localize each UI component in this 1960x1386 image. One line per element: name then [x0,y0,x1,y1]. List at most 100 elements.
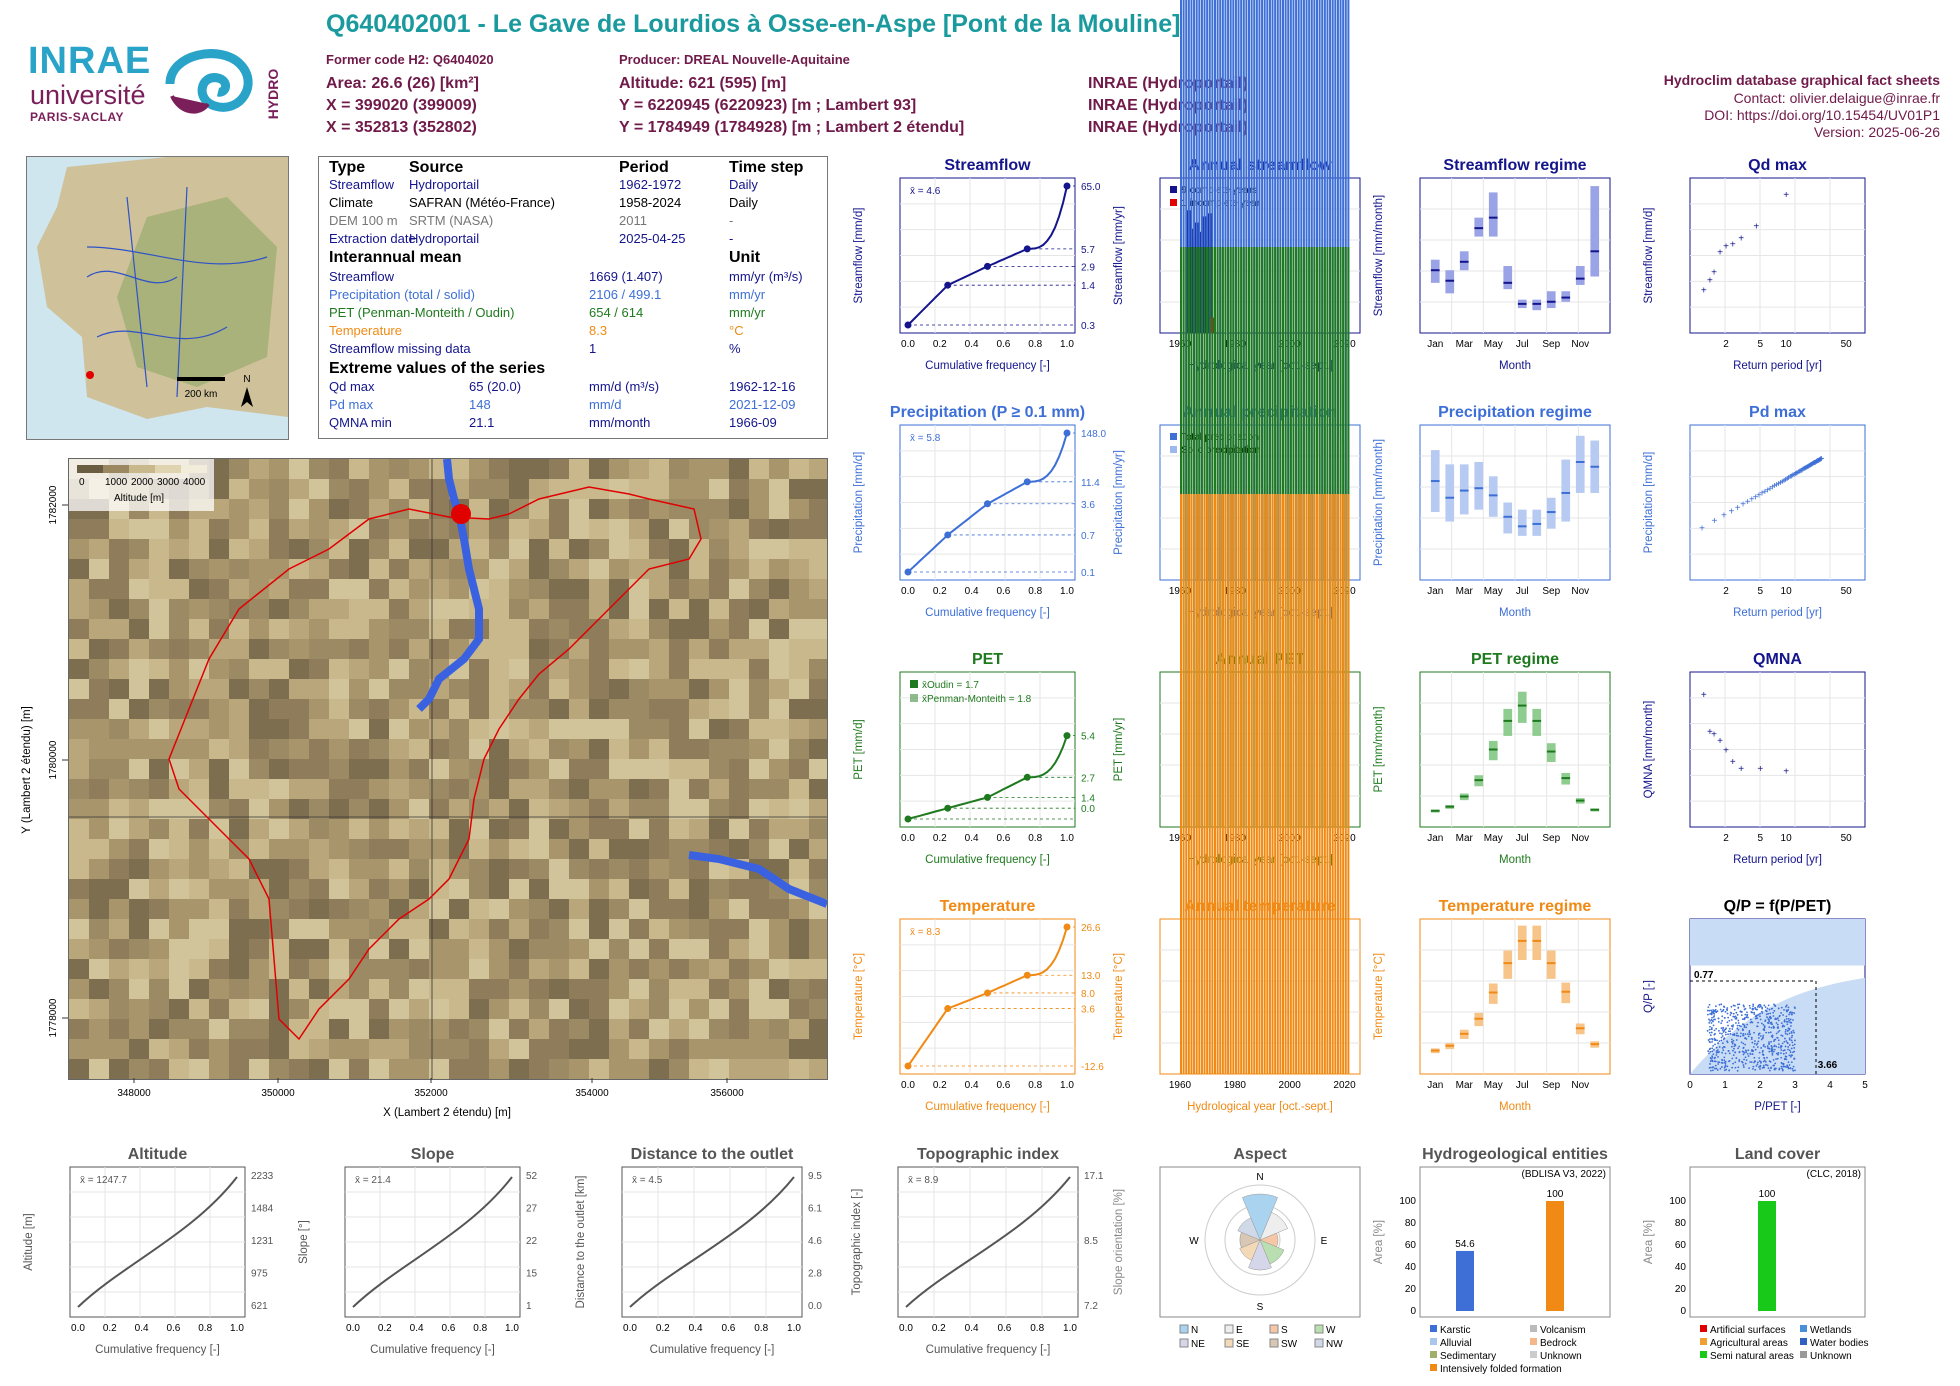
qmna-point: + [1738,764,1744,775]
annual_temp-xlabel: Hydrological year [oct.-sept.] [1187,1101,1333,1113]
qmna-ylabel: QMNA [mm/month] [1643,701,1655,799]
terrain-cell [209,719,229,739]
qp-point [1788,1054,1791,1057]
pet_regime-xlabel: Month [1499,854,1531,866]
annual_temp-bar [1331,494,1334,1074]
precip_cdf-point [1063,429,1071,437]
qp-point [1709,1034,1712,1037]
qp-point [1720,1027,1723,1030]
mean-label: x̄ = 4.6 [910,186,941,197]
right-tick-label: 0.1 [1081,568,1095,579]
qp-point [1775,1045,1778,1048]
x-tick-label: 50 [1841,586,1853,597]
annual_temp-bar [1195,494,1198,1074]
streamflow_cdf-point [1023,245,1031,253]
terrain-cell [149,619,169,639]
x-tick-label: 0.6 [996,833,1010,844]
month-label: May [1484,1080,1503,1091]
temp_cdf-point [1023,971,1031,979]
terrain-cell [689,559,709,579]
x-tick-label: 1980 [1224,1080,1247,1091]
terrain-cell [229,559,249,579]
qp-point [1744,1036,1747,1039]
pet_cdf-point [1063,732,1071,740]
means-row-cell: PET (Penman-Monteith / Oudin) [329,305,515,320]
temp_cdf-xlabel: Cumulative frequency [-] [925,1101,1050,1113]
qp-point [1714,1043,1716,1046]
qp-point [1788,1032,1791,1035]
qp-point [1777,1052,1780,1054]
terrain-cell [569,719,589,739]
qp-point [1790,1047,1793,1050]
qp-point [1757,1061,1759,1064]
terrain-cell [489,499,509,519]
qp-point [1773,1040,1775,1043]
qp-point [1783,1040,1786,1043]
extremes-row: Qd max 65 (20.0) mm/d (m³/s) 1962-12-16 [319,379,827,397]
terrain-cell [309,499,329,519]
streamflow_cdf-title: Streamflow [944,157,1031,174]
annual_temp-bar [1271,494,1274,1074]
qp-point [1729,1032,1732,1035]
terrain-cell [329,639,349,659]
terrain-cell [649,619,669,639]
qp-point [1789,1011,1792,1014]
terrain-cell [429,559,449,579]
annual_temp-bar [1214,494,1216,1074]
qp-point [1708,1028,1711,1031]
qp-point [1742,1033,1745,1035]
qd_max-point: + [1723,242,1729,253]
qp-point [1763,1057,1766,1059]
qp-point [1753,1056,1756,1059]
means-header: Interannual mean Unit [319,249,827,267]
terrain-cell [369,539,389,559]
precip_cdf: Precipitation (P ≥ 0.1 mm) Cumulative fre… [853,404,1106,619]
qp-point [1777,1007,1780,1010]
terrain-cell [589,639,609,659]
legend-label: x̄Oudin = 1.7 [922,680,979,691]
qp-point [1788,1019,1791,1022]
qp-point [1732,1024,1735,1027]
x-tick-label: 0.8 [1028,833,1042,844]
qp-point [1734,1017,1737,1020]
x-tick-label: 1.0 [1063,1323,1077,1334]
annual_temp-bar [1295,494,1298,1074]
terrain-cell [809,499,827,519]
terrain-cell [169,739,189,759]
info-row-cell: - [729,213,734,228]
qp-point [1742,1050,1745,1053]
temp_cdf: Temperature Cumulative frequency [-] Tempe… [853,898,1104,1113]
terrain-cell [529,659,549,679]
legend-swatch [1800,1325,1807,1332]
qmna-point: + [1701,690,1707,701]
terrain-cell [669,579,689,599]
qp-point [1736,1024,1739,1027]
x-tick-label: 0.6 [721,1323,735,1334]
legend-label: Alluvial [1440,1338,1472,1349]
x-tick-label: 0.0 [901,833,915,844]
terrain-cell [789,619,809,639]
qp-point [1766,1007,1769,1010]
meta-doi: DOI: https://doi.org/10.15454/UV01P1 [1704,107,1940,123]
terrain-cell [329,519,349,539]
month-label: Mar [1456,339,1474,350]
terrain-cell [169,659,189,679]
qp-point [1735,1034,1738,1037]
qp-point [1711,1069,1714,1072]
terrain-cell [209,559,229,579]
qp-point [1747,1055,1750,1057]
qd_max-point: + [1753,222,1759,233]
qp-point [1757,1013,1760,1016]
terrain-cell [569,679,589,699]
terrain-cell [489,539,509,559]
terrain-cell [389,599,409,619]
terrain-cell [69,599,89,619]
x-tick-label: 0.0 [71,1323,85,1334]
qp-point [1775,1052,1778,1055]
right-tick-label: 9.5 [808,1171,822,1182]
legend-swatch [1224,1338,1234,1348]
annual_temp-bar [1263,494,1266,1074]
qp-point [1776,1036,1779,1039]
terrain-cell [309,679,329,699]
terrain-cell [629,499,649,519]
